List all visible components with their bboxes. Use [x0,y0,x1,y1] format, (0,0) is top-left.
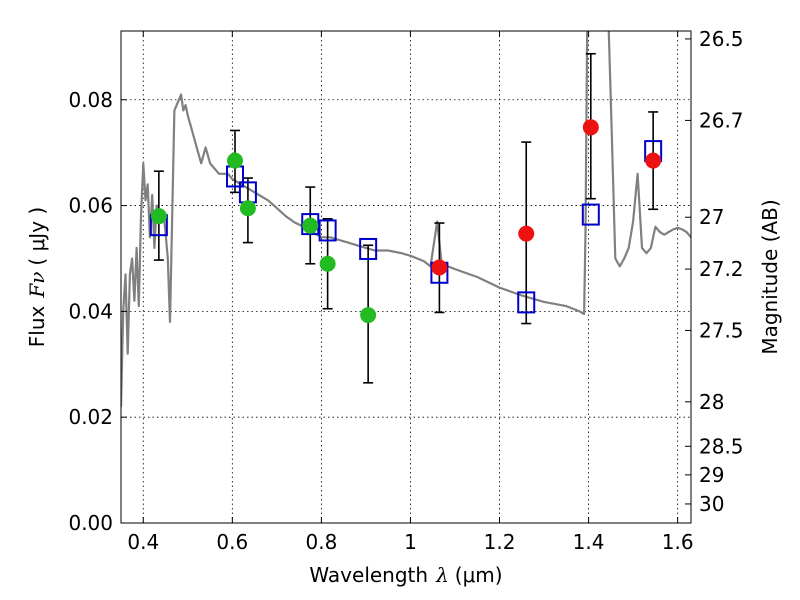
model-square-point [581,203,600,226]
y2-tick-label: 28 [699,390,724,414]
y2-tick-label: 26.7 [699,108,744,132]
data-markers [149,119,663,324]
nir-data-point [582,119,599,136]
model-square-point [359,237,378,260]
y-tick-label: 0.08 [68,88,113,112]
optical-data-point [239,200,256,217]
optical-data-point [319,255,336,272]
y-tick-label: 0.00 [68,511,113,535]
plot-frame [120,30,692,524]
y2-tick-label: 30 [699,492,724,516]
x-tick-label: 0.8 [305,530,337,554]
y2-tick-label: 29 [699,463,724,487]
y2-tick-label: 27 [699,205,724,229]
optical-data-point [227,152,243,169]
y-tick-label: 0.02 [68,405,113,429]
y2-axis-title: Magnitude (AB) [758,199,782,354]
y2-tick-label: 27.5 [699,318,744,342]
model-square-point [517,291,536,314]
x-tick-label: 1 [404,530,417,554]
y2-tick-label: 26.5 [699,27,744,51]
model-square-point [301,213,320,236]
axis-ticks [121,31,691,524]
y-tick-label: 0.04 [68,299,113,323]
model-square-point [318,219,337,242]
x-tick-label: 0.6 [216,530,248,554]
y2-tick-label: 28.5 [699,434,744,458]
x-tick-label: 1.4 [573,530,605,554]
optical-data-point [302,217,319,234]
tick-labels: 0.4 0.6 0.8 1 1.2 1.4 1.6 0.00 0.02 0.04 0.06 0.08 2… [68,27,743,554]
y2-tick-label: 27.2 [699,257,744,281]
y-axis-title: FluxFν( μJy ) [25,207,49,347]
x-tick-label: 0.4 [127,530,159,554]
nir-data-point [645,152,662,169]
x-axis-title: Wavelength λ (μm) [309,563,502,587]
nir-data-point [431,259,448,276]
optical-data-point [150,208,167,225]
x-tick-label: 1.2 [484,530,516,554]
y-tick-label: 0.06 [68,194,113,218]
optical-data-point [360,307,377,324]
x-tick-label: 1.6 [662,530,694,554]
nir-data-point [518,225,535,242]
sed-model-line [121,31,691,407]
